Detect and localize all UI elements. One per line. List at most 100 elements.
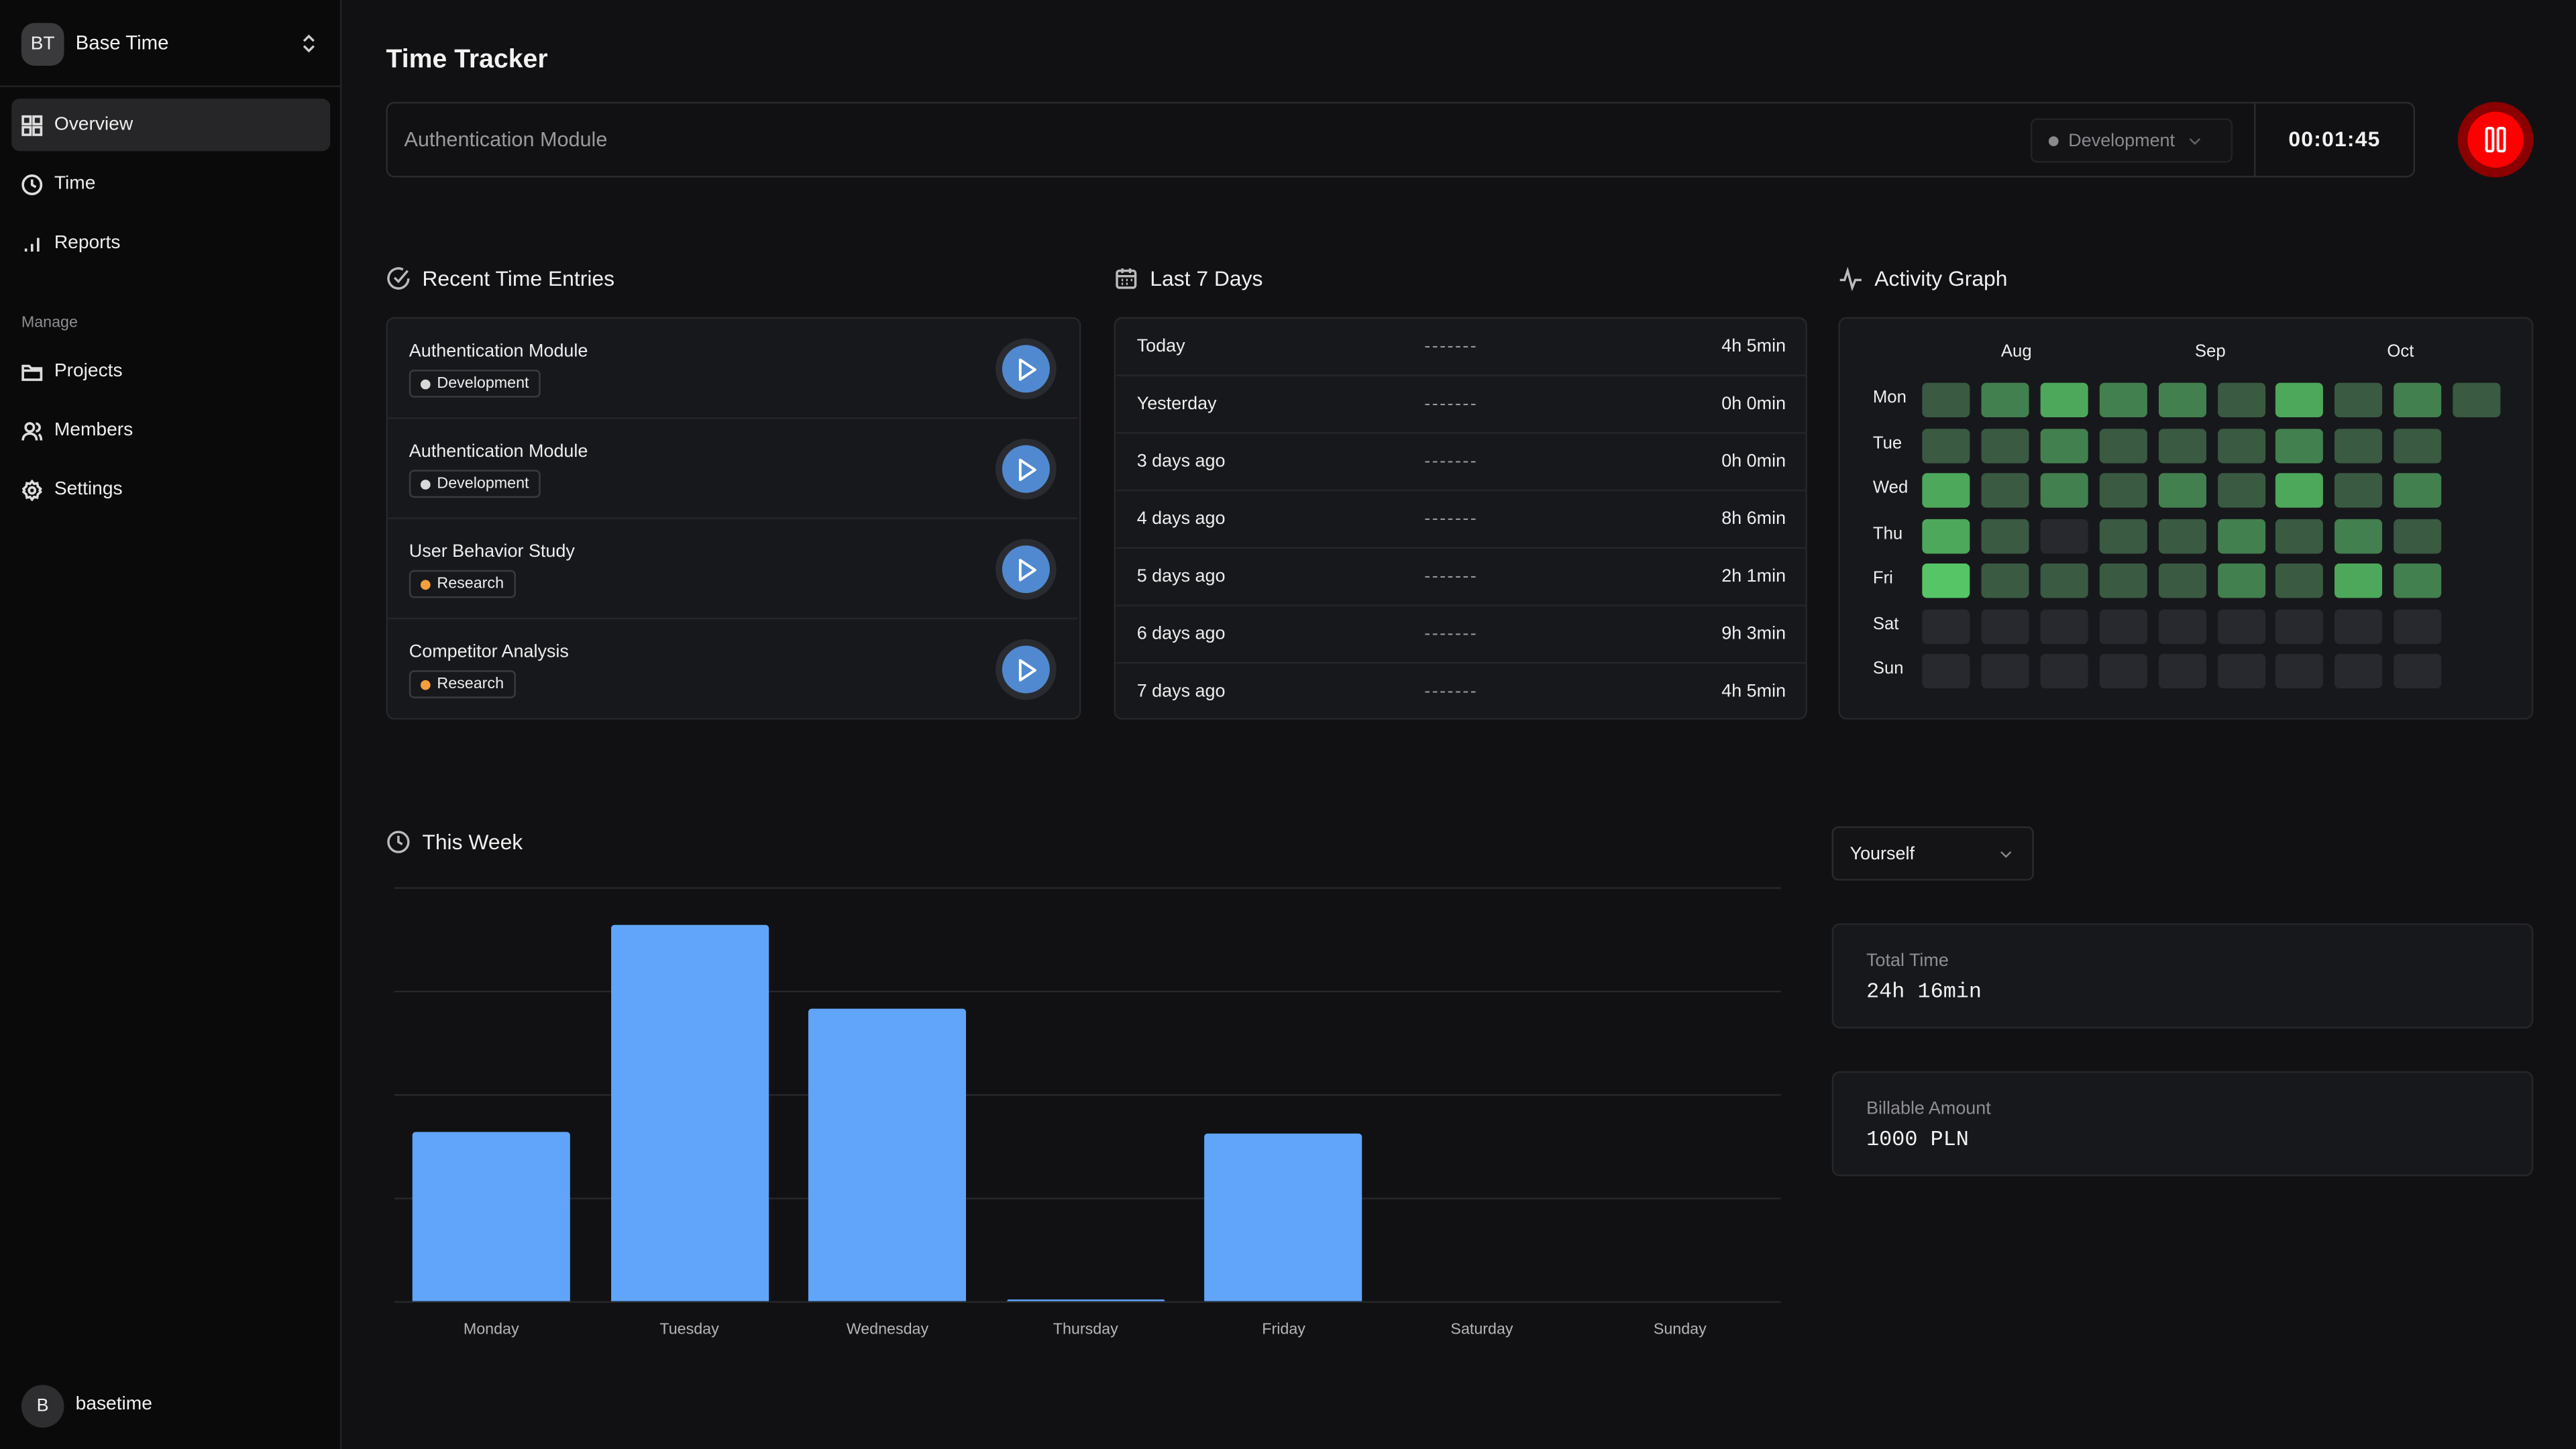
activity-cell[interactable] bbox=[2157, 382, 2206, 418]
activity-cell[interactable] bbox=[2040, 427, 2088, 463]
activity-cell[interactable] bbox=[2275, 427, 2324, 463]
activity-cell[interactable] bbox=[2099, 473, 2147, 508]
activity-cell[interactable] bbox=[1981, 382, 2029, 418]
activity-cell[interactable] bbox=[2334, 564, 2383, 598]
activity-cell[interactable] bbox=[2157, 518, 2206, 553]
activity-cell[interactable] bbox=[2334, 608, 2383, 643]
sidebar-item-reports[interactable]: Reports bbox=[11, 217, 330, 269]
activity-cell[interactable] bbox=[2216, 564, 2265, 598]
bar-tuesday[interactable] bbox=[610, 925, 769, 1301]
activity-cell[interactable] bbox=[1981, 427, 2029, 463]
activity-cell[interactable] bbox=[2040, 518, 2088, 553]
activity-cell[interactable] bbox=[2040, 473, 2088, 508]
activity-cell[interactable] bbox=[2394, 564, 2442, 598]
activity-cell[interactable] bbox=[2334, 473, 2383, 508]
weekday-label: Mon bbox=[1872, 387, 1907, 408]
activity-cell[interactable] bbox=[2040, 608, 2088, 643]
bar-thursday[interactable] bbox=[1006, 1298, 1165, 1301]
member-filter-select[interactable]: Yourself bbox=[1831, 826, 2034, 881]
activity-cell[interactable] bbox=[1922, 382, 1970, 418]
day-total: 9h 3min bbox=[1721, 624, 1786, 645]
bar-monday[interactable] bbox=[412, 1132, 570, 1301]
sidebar-item-projects[interactable]: Projects bbox=[11, 345, 330, 397]
activity-cell[interactable] bbox=[1981, 518, 2029, 553]
activity-cell[interactable] bbox=[2157, 608, 2206, 643]
activity-cell[interactable] bbox=[2040, 382, 2088, 418]
activity-cell[interactable] bbox=[2216, 653, 2265, 689]
badge-label: Research bbox=[437, 675, 504, 694]
sidebar-item-members[interactable]: Members bbox=[11, 404, 330, 456]
chevron-down-icon bbox=[2000, 850, 2012, 857]
bar-friday[interactable] bbox=[1205, 1134, 1363, 1301]
activity-cell[interactable] bbox=[2040, 653, 2088, 689]
activity-cell[interactable] bbox=[2099, 608, 2147, 643]
resume-entry-button[interactable] bbox=[996, 539, 1057, 600]
activity-cell[interactable] bbox=[2275, 518, 2324, 553]
activity-cell[interactable] bbox=[2099, 382, 2147, 418]
project-color-dot bbox=[2048, 136, 2059, 146]
activity-cell[interactable] bbox=[1981, 653, 2029, 689]
activity-cell[interactable] bbox=[1981, 473, 2029, 508]
activity-cell[interactable] bbox=[1922, 608, 1970, 643]
activity-cell[interactable] bbox=[2157, 653, 2206, 689]
sidebar-item-overview[interactable]: Overview bbox=[11, 98, 331, 152]
sidebar-item-time[interactable]: Time bbox=[11, 158, 330, 210]
activity-cell[interactable] bbox=[1922, 653, 1970, 689]
divider bbox=[2254, 103, 2256, 176]
activity-cell[interactable] bbox=[2216, 608, 2265, 643]
activity-cell[interactable] bbox=[1922, 518, 1970, 553]
activity-cell[interactable] bbox=[2157, 427, 2206, 463]
activity-cell[interactable] bbox=[2040, 564, 2088, 598]
activity-cell[interactable] bbox=[2216, 518, 2265, 553]
bar-wednesday[interactable] bbox=[808, 1009, 967, 1301]
resume-entry-button[interactable] bbox=[996, 338, 1057, 400]
activity-cell[interactable] bbox=[2275, 564, 2324, 598]
stop-timer-button[interactable] bbox=[2457, 101, 2534, 178]
user-avatar[interactable]: B bbox=[21, 1385, 64, 1428]
project-select[interactable]: Development bbox=[2030, 118, 2233, 163]
resume-entry-button[interactable] bbox=[996, 639, 1057, 700]
activity-cell[interactable] bbox=[2275, 608, 2324, 643]
activity-cell[interactable] bbox=[2157, 564, 2206, 598]
activity-cell[interactable] bbox=[2216, 382, 2265, 418]
activity-cell[interactable] bbox=[1922, 473, 1970, 508]
activity-cell[interactable] bbox=[2216, 473, 2265, 508]
task-input[interactable]: Authentication Module bbox=[404, 128, 608, 152]
activity-cell[interactable] bbox=[2275, 473, 2324, 508]
activity-cell[interactable] bbox=[2394, 382, 2442, 418]
activity-cell[interactable] bbox=[2334, 518, 2383, 553]
last-7-days-header: Last 7 Days bbox=[1114, 266, 1263, 290]
activity-cell[interactable] bbox=[2453, 382, 2501, 418]
activity-cell[interactable] bbox=[2157, 473, 2206, 508]
section-title: This Week bbox=[422, 829, 523, 855]
activity-cell[interactable] bbox=[2394, 473, 2442, 508]
activity-cell[interactable] bbox=[1922, 427, 1970, 463]
x-tick-label: Tuesday bbox=[659, 1320, 719, 1339]
activity-cell[interactable] bbox=[1981, 564, 2029, 598]
activity-cell[interactable] bbox=[2394, 518, 2442, 553]
activity-cell[interactable] bbox=[1981, 608, 2029, 643]
activity-cell[interactable] bbox=[2099, 564, 2147, 598]
day-label: 6 days ago bbox=[1136, 624, 1226, 645]
activity-cell[interactable] bbox=[2099, 427, 2147, 463]
activity-cell[interactable] bbox=[1922, 564, 1970, 598]
activity-cell[interactable] bbox=[2275, 653, 2324, 689]
activity-cell[interactable] bbox=[2394, 427, 2442, 463]
activity-cell[interactable] bbox=[2099, 653, 2147, 689]
activity-cell[interactable] bbox=[2334, 382, 2383, 418]
workspace-switcher[interactable]: BT Base Time bbox=[0, 0, 342, 87]
activity-cell[interactable] bbox=[2099, 518, 2147, 553]
resume-entry-button[interactable] bbox=[996, 438, 1057, 500]
user-name[interactable]: basetime bbox=[75, 1395, 152, 1415]
activity-cell[interactable] bbox=[2275, 382, 2324, 418]
activity-cell[interactable] bbox=[2394, 608, 2442, 643]
grid-icon bbox=[21, 114, 43, 136]
activity-cell[interactable] bbox=[2334, 427, 2383, 463]
activity-cell[interactable] bbox=[2394, 653, 2442, 689]
activity-cell[interactable] bbox=[2216, 427, 2265, 463]
play-icon bbox=[1002, 445, 1050, 493]
sidebar-item-settings[interactable]: Settings bbox=[11, 464, 330, 516]
tag-color-dot bbox=[420, 679, 431, 690]
day-row: Today ------- 4h 5min bbox=[1115, 319, 1806, 376]
activity-cell[interactable] bbox=[2334, 653, 2383, 689]
